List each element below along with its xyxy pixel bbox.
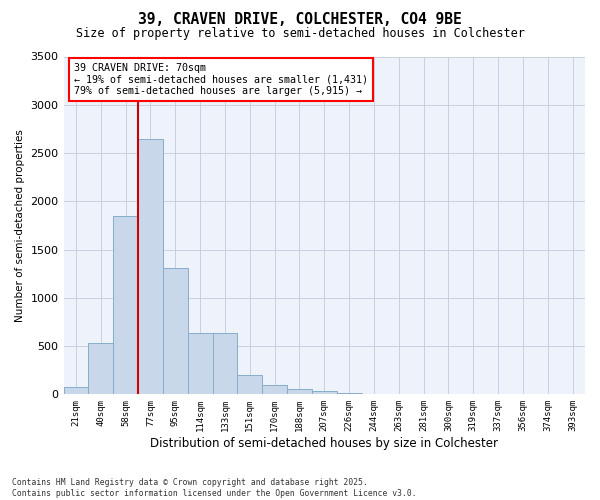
X-axis label: Distribution of semi-detached houses by size in Colchester: Distribution of semi-detached houses by … [150, 437, 498, 450]
Text: Size of property relative to semi-detached houses in Colchester: Size of property relative to semi-detach… [76, 28, 524, 40]
Bar [138, 138, 163, 394]
Bar [163, 268, 188, 394]
Bar [287, 389, 312, 394]
Bar [64, 387, 88, 394]
Bar [312, 392, 337, 394]
Bar [188, 332, 212, 394]
Text: Contains HM Land Registry data © Crown copyright and database right 2025.
Contai: Contains HM Land Registry data © Crown c… [12, 478, 416, 498]
Bar [88, 343, 113, 394]
Text: 39, CRAVEN DRIVE, COLCHESTER, CO4 9BE: 39, CRAVEN DRIVE, COLCHESTER, CO4 9BE [138, 12, 462, 28]
Bar [262, 384, 287, 394]
Y-axis label: Number of semi-detached properties: Number of semi-detached properties [15, 129, 25, 322]
Bar [238, 375, 262, 394]
Bar [113, 216, 138, 394]
Text: 39 CRAVEN DRIVE: 70sqm
← 19% of semi-detached houses are smaller (1,431)
79% of : 39 CRAVEN DRIVE: 70sqm ← 19% of semi-det… [74, 64, 368, 96]
Bar [212, 332, 238, 394]
